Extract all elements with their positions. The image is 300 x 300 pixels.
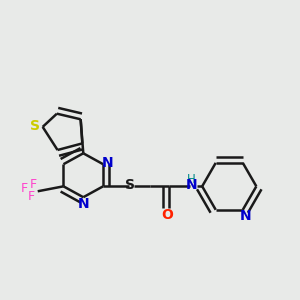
Text: F: F: [21, 182, 28, 195]
Text: S: S: [124, 178, 134, 192]
Text: F: F: [30, 178, 37, 190]
Text: O: O: [162, 208, 173, 222]
Text: H: H: [187, 172, 196, 186]
Text: N: N: [185, 178, 197, 192]
Text: S: S: [30, 119, 40, 133]
Text: F: F: [28, 190, 35, 203]
Text: N: N: [77, 197, 89, 212]
Text: N: N: [102, 156, 114, 170]
Text: N: N: [240, 209, 251, 223]
